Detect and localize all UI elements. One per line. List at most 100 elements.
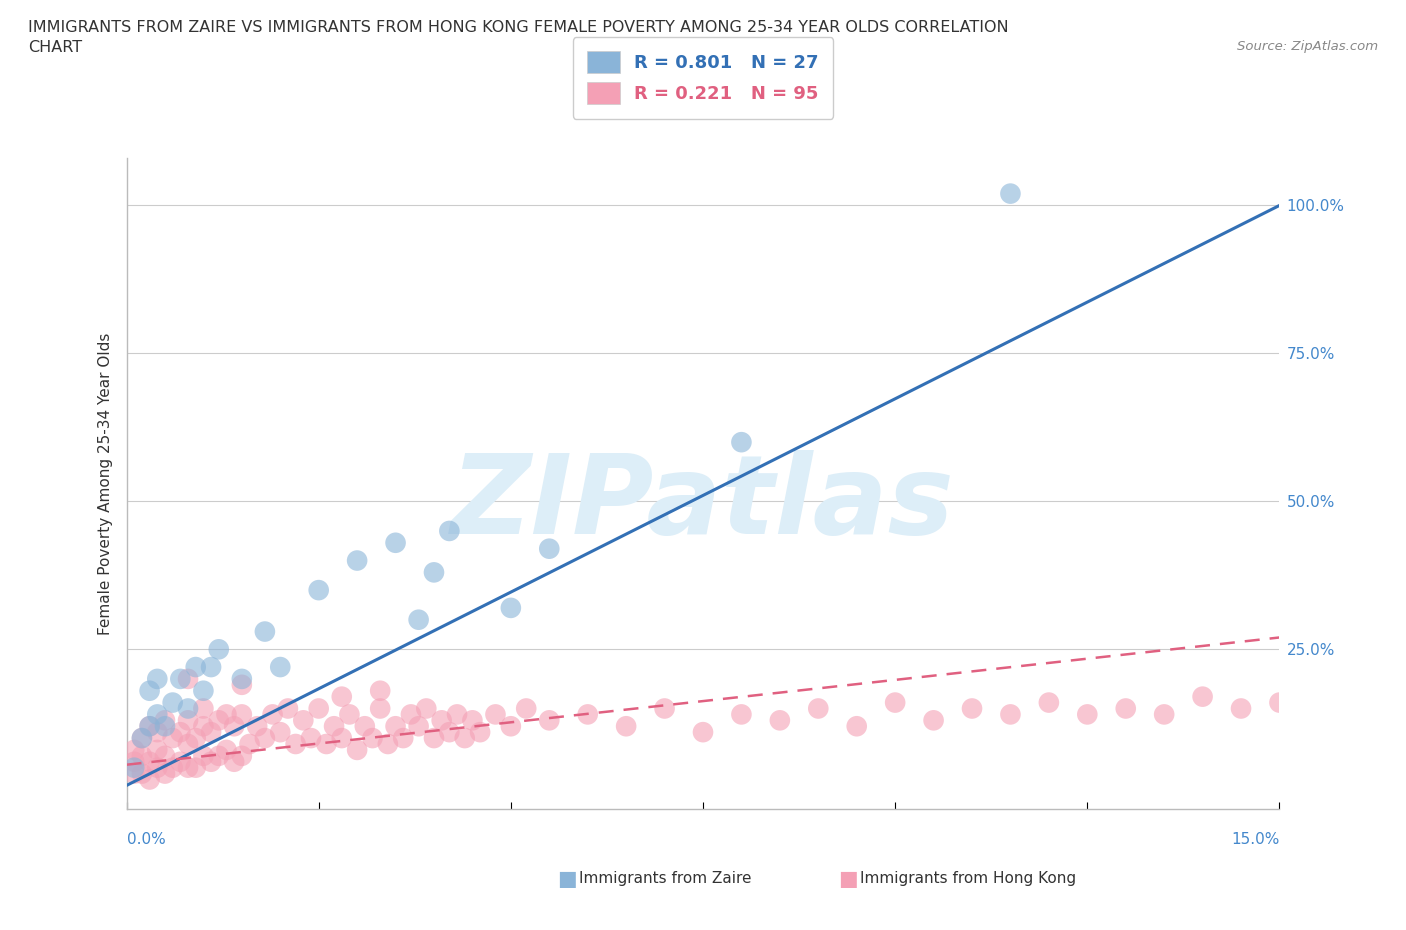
Point [299,731,322,746]
Point [138,684,160,698]
Point [177,701,200,716]
Point [162,731,184,746]
Point [184,731,207,746]
Text: ZIPatlas: ZIPatlas [451,449,955,557]
Point [884,695,907,710]
Point [377,737,399,751]
Point [576,707,599,722]
Point [153,749,176,764]
Point [246,719,269,734]
Point [200,659,222,674]
Point [208,713,231,728]
Point [361,731,384,746]
Point [614,719,637,734]
Point [730,707,752,722]
Point [392,731,415,746]
Point [454,731,477,746]
Point [253,731,276,746]
Point [231,671,253,686]
Point [692,724,714,739]
Point [461,713,484,728]
Point [922,713,945,728]
Legend: R = 0.801   N = 27, R = 0.221   N = 95: R = 0.801 N = 27, R = 0.221 N = 95 [572,37,834,119]
Point [308,701,330,716]
Point [1115,701,1137,716]
Point [484,707,506,722]
Point [238,737,260,751]
Point [131,749,153,764]
Text: 15.0%: 15.0% [1232,832,1279,847]
Point [138,772,160,787]
Point [384,536,406,551]
Point [177,737,200,751]
Point [262,707,284,722]
Point [323,719,346,734]
Point [423,731,446,746]
Text: Source: ZipAtlas.com: Source: ZipAtlas.com [1237,40,1378,53]
Point [538,541,561,556]
Point [408,719,430,734]
Point [1153,707,1175,722]
Point [315,737,337,751]
Point [146,724,169,739]
Point [269,659,291,674]
Point [960,701,983,716]
Point [177,671,200,686]
Point [208,749,231,764]
Point [284,737,307,751]
Point [468,724,491,739]
Point [122,766,145,781]
Text: IMMIGRANTS FROM ZAIRE VS IMMIGRANTS FROM HONG KONG FEMALE POVERTY AMONG 25-34 YE: IMMIGRANTS FROM ZAIRE VS IMMIGRANTS FROM… [28,20,1008,35]
Point [339,707,361,722]
Point [1038,695,1060,710]
Point [253,624,276,639]
Point [184,659,207,674]
Point [131,766,153,781]
Text: CHART: CHART [28,40,82,55]
Point [1076,707,1098,722]
Point [845,719,868,734]
Point [208,642,231,657]
Point [224,719,246,734]
Point [1000,707,1022,722]
Point [169,671,191,686]
Y-axis label: Female Poverty Among 25-34 Year Olds: Female Poverty Among 25-34 Year Olds [97,332,112,635]
Point [215,742,238,757]
Point [162,695,184,710]
Point [231,677,253,692]
Point [169,724,191,739]
Point [654,701,676,716]
Point [153,719,176,734]
Point [1268,695,1291,710]
Point [200,724,222,739]
Point [353,719,375,734]
Point [177,760,200,775]
Point [499,601,522,616]
Point [200,754,222,769]
Point [193,684,215,698]
Point [146,707,169,722]
Point [231,749,253,764]
Text: ■: ■ [557,869,576,889]
Point [122,742,145,757]
Point [215,707,238,722]
Text: ■: ■ [838,869,858,889]
Point [193,719,215,734]
Point [330,689,353,704]
Point [146,760,169,775]
Point [423,565,446,579]
Point [384,719,406,734]
Point [224,754,246,769]
Point [807,701,830,716]
Point [439,724,461,739]
Point [184,760,207,775]
Point [292,713,315,728]
Point [193,701,215,716]
Point [368,701,391,716]
Point [1230,701,1253,716]
Point [408,612,430,627]
Point [131,731,153,746]
Point [446,707,468,722]
Point [515,701,537,716]
Point [346,553,368,568]
